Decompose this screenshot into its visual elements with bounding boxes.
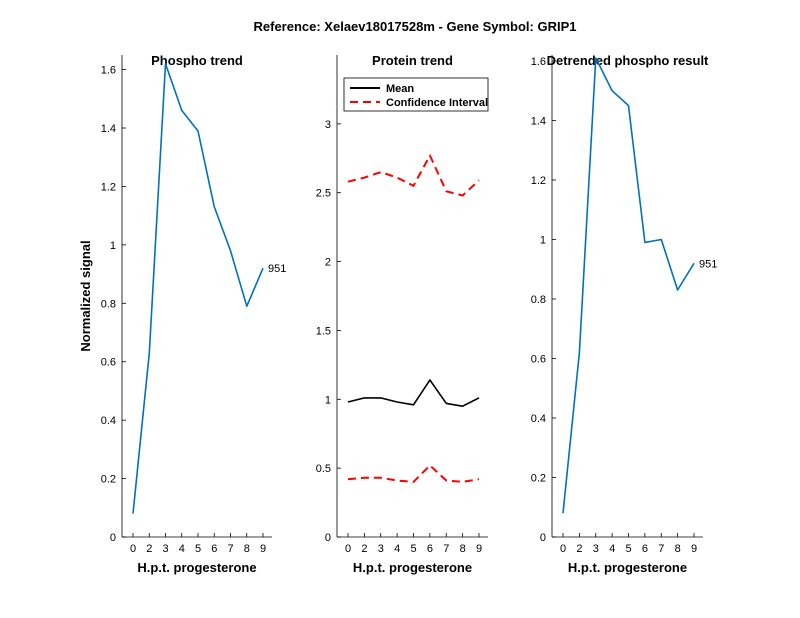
x-tick-label: 2 xyxy=(146,543,152,555)
x-tick-label: 6 xyxy=(427,543,433,555)
y-tick-label: 2 xyxy=(325,257,331,269)
x-axis-label: H.p.t. progesterone xyxy=(137,560,256,575)
x-tick-label: 4 xyxy=(394,543,400,555)
x-tick-label: 7 xyxy=(658,543,664,555)
x-axis-label: H.p.t. progesterone xyxy=(353,560,472,575)
x-tick-label: 0 xyxy=(345,543,351,555)
y-tick-label: 1.2 xyxy=(101,181,116,193)
series-line-confidence-interval xyxy=(347,154,480,197)
y-tick-label: 0 xyxy=(325,532,331,544)
x-tick-label: 6 xyxy=(211,543,217,555)
x-tick-label: 6 xyxy=(642,543,648,555)
x-tick-label: 3 xyxy=(162,543,168,555)
y-tick-label: 1.6 xyxy=(531,56,546,68)
y-tick-label: 0.6 xyxy=(531,353,546,365)
y-tick-label: 0.4 xyxy=(101,415,116,427)
y-tick-label: 1 xyxy=(325,394,331,406)
y-tick-label: 0.8 xyxy=(101,298,116,310)
figure-title: Reference: Xelaev18017528m - Gene Symbol… xyxy=(254,19,577,34)
series-line-mean xyxy=(347,379,480,408)
x-tick-label: 5 xyxy=(195,543,201,555)
series-line-series-3 xyxy=(347,464,480,483)
chart-title: Phospho trend xyxy=(151,53,243,68)
x-tick-label: 2 xyxy=(576,543,582,555)
x-tick-label: 0 xyxy=(130,543,136,555)
series-line-series-1 xyxy=(132,62,264,514)
x-tick-label: 8 xyxy=(244,543,250,555)
x-tick-label: 9 xyxy=(260,543,266,555)
x-tick-label: 8 xyxy=(460,543,466,555)
legend-box xyxy=(343,77,489,112)
y-tick-label: 1.4 xyxy=(531,115,546,127)
x-tick-label: 9 xyxy=(476,543,482,555)
x-tick-label: 8 xyxy=(675,543,681,555)
y-tick-label: 0.2 xyxy=(531,472,546,484)
y-tick-label: 2.5 xyxy=(316,188,331,200)
y-tick-label: 0.2 xyxy=(101,474,116,486)
x-tick-label: 5 xyxy=(410,543,416,555)
y-tick-label: 1.6 xyxy=(101,65,116,77)
x-tick-label: 4 xyxy=(609,543,615,555)
x-tick-label: 7 xyxy=(227,543,233,555)
x-tick-label: 5 xyxy=(625,543,631,555)
y-tick-label: 0 xyxy=(540,532,546,544)
x-tick-label: 0 xyxy=(560,543,566,555)
x-tick-label: 3 xyxy=(593,543,599,555)
series-end-label: 951 xyxy=(268,263,286,275)
x-tick-label: 2 xyxy=(361,543,367,555)
legend-label-confidence-interval: Confidence Interval xyxy=(386,97,488,109)
x-tick-label: 9 xyxy=(691,543,697,555)
x-tick-label: 7 xyxy=(443,543,449,555)
y-tick-label: 1.4 xyxy=(101,123,116,135)
legend: Mean Confidence Interval xyxy=(343,77,489,112)
y-tick-label: 0 xyxy=(110,532,116,544)
legend-label-mean: Mean xyxy=(386,83,414,95)
chart-panel-1: Phospho trend H.p.t. progesterone Normaliz… xyxy=(78,53,286,575)
series-end-label: 951 xyxy=(699,258,717,270)
y-tick-label: 0.5 xyxy=(316,463,331,475)
x-tick-label: 4 xyxy=(179,543,185,555)
x-axis-label: H.p.t. progesterone xyxy=(568,560,687,575)
series-line-series-1 xyxy=(562,57,695,514)
y-tick-label: 1 xyxy=(540,234,546,246)
y-tick-label: 1.5 xyxy=(316,325,331,337)
y-tick-label: 1.2 xyxy=(531,175,546,187)
y-tick-label: 3 xyxy=(325,119,331,131)
chart-title: Protein trend xyxy=(372,53,453,68)
x-tick-label: 3 xyxy=(378,543,384,555)
y-tick-label: 0.6 xyxy=(101,357,116,369)
chart-panel-3: Detrended phospho result H.p.t. progester… xyxy=(531,53,718,575)
y-tick-label: 0.4 xyxy=(531,413,546,425)
chart-title: Detrended phospho result xyxy=(547,53,709,68)
y-tick-label: 0.8 xyxy=(531,294,546,306)
y-tick-label: 1 xyxy=(110,240,116,252)
y-axis-label: Normalized signal xyxy=(78,240,93,351)
